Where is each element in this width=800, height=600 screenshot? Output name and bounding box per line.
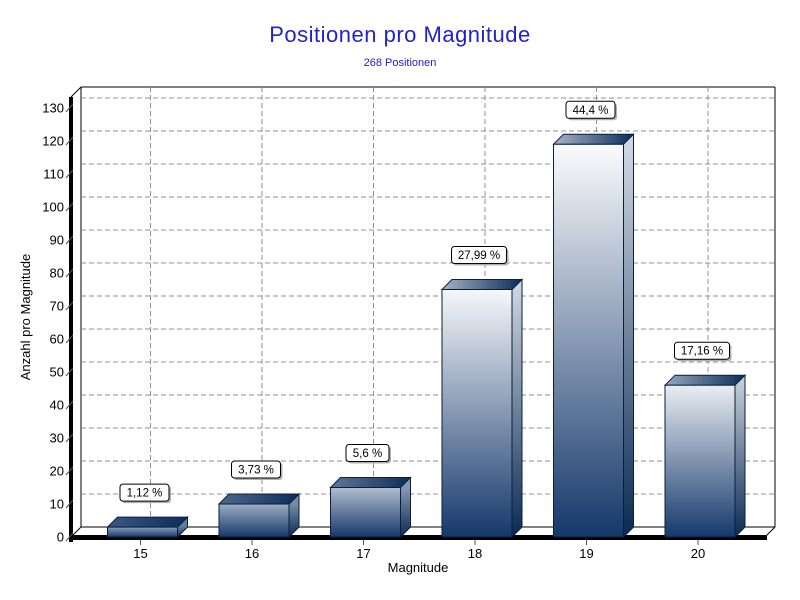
label-box (119, 483, 170, 502)
x-axis-line (69, 535, 767, 540)
bar-magnitude-18 (440, 278, 524, 539)
y-axis-line (69, 97, 73, 542)
label-box (565, 100, 616, 119)
y-tick-label: 0 (57, 530, 64, 545)
y-tick-label: 30 (50, 431, 64, 446)
bar-top-face (217, 493, 301, 505)
label-text: 3,73 % (238, 465, 274, 477)
bar-magnitude-15 (106, 515, 189, 539)
bar-side-face (734, 373, 746, 539)
y-tick (65, 532, 74, 542)
y-tick (65, 136, 74, 146)
bar-front-face (441, 289, 513, 538)
x-tick-label: 20 (691, 546, 705, 561)
y-tick-label: 10 (50, 497, 64, 512)
bar-value-label: 17,16 % (674, 341, 732, 362)
y-tick-label: 120 (42, 134, 64, 149)
y-tick-label: 100 (42, 200, 64, 215)
bar-top-face (440, 279, 524, 290)
y-tick-label: 60 (50, 332, 64, 347)
y-axis-title: Anzahl pro Magnitude (18, 254, 33, 380)
bar-top-face (106, 516, 189, 528)
y-tick (65, 235, 74, 245)
bar-front-face (330, 487, 401, 538)
bar-front-face (553, 143, 624, 538)
label-box (451, 246, 507, 264)
x-tick-label: 18 (468, 546, 482, 561)
bar-value-label: 27,99 % (451, 246, 509, 266)
y-tick (65, 268, 74, 278)
bar-side-face (623, 133, 634, 539)
label-text: 44,4 % (573, 105, 609, 117)
bar-value-label: 44,4 % (565, 100, 617, 121)
label-text: 17,16 % (681, 346, 723, 358)
bar-value-label: 3,73 % (231, 460, 283, 480)
bar-side-face (511, 278, 523, 539)
y-tick-label: 80 (50, 266, 64, 281)
x-tick-label: 15 (133, 546, 147, 561)
y-tick-label: 110 (43, 167, 64, 182)
y-tick-label: 50 (50, 365, 64, 380)
y-tick (65, 202, 74, 212)
bar-side-face (400, 476, 411, 539)
y-tick-label: 130 (42, 101, 64, 116)
label-text: 1,12 % (127, 488, 163, 500)
bar-magnitude-20 (663, 373, 747, 539)
label-text: 27,99 % (458, 250, 500, 262)
y-tick (65, 301, 74, 311)
y-tick (65, 334, 74, 344)
x-tick-label: 19 (579, 546, 593, 561)
x-axis-title: Magnitude (388, 560, 449, 575)
bar-value-label: 5,6 % (345, 444, 391, 464)
y-tick-label: 90 (50, 233, 64, 248)
label-box (674, 341, 730, 360)
bar-front-face (664, 384, 736, 538)
label-text: 5,6 % (353, 448, 382, 460)
bar-front-face (107, 526, 178, 538)
bar-top-face (329, 477, 412, 488)
y-tick (65, 169, 74, 179)
bar-top-face (663, 374, 747, 386)
y-tick-label: 20 (50, 464, 64, 479)
bar-magnitude-16 (217, 492, 301, 539)
y-tick (65, 466, 74, 476)
y-tick-label: 70 (50, 299, 64, 314)
corner-diagonal-top-left (70, 86, 82, 98)
y-tick (65, 433, 74, 443)
y-tick (65, 400, 74, 410)
label-box (231, 460, 281, 479)
label-box (345, 444, 390, 462)
chart-subtitle: 268 Positionen (363, 57, 437, 69)
bar-value-label: 1,12 % (119, 483, 171, 504)
chart-title: Positionen pro Magnitude (269, 22, 531, 47)
y-tick (65, 103, 74, 113)
bar-magnitude-17 (329, 476, 412, 539)
x-tick-label: 17 (356, 546, 370, 561)
y-tick-label: 40 (50, 398, 64, 413)
x-tick-label: 16 (245, 546, 259, 561)
y-tick (65, 367, 74, 377)
bar-front-face (218, 503, 290, 538)
bar-top-face (552, 133, 635, 145)
y-tick (65, 499, 74, 509)
bar-magnitude-19 (552, 133, 635, 539)
